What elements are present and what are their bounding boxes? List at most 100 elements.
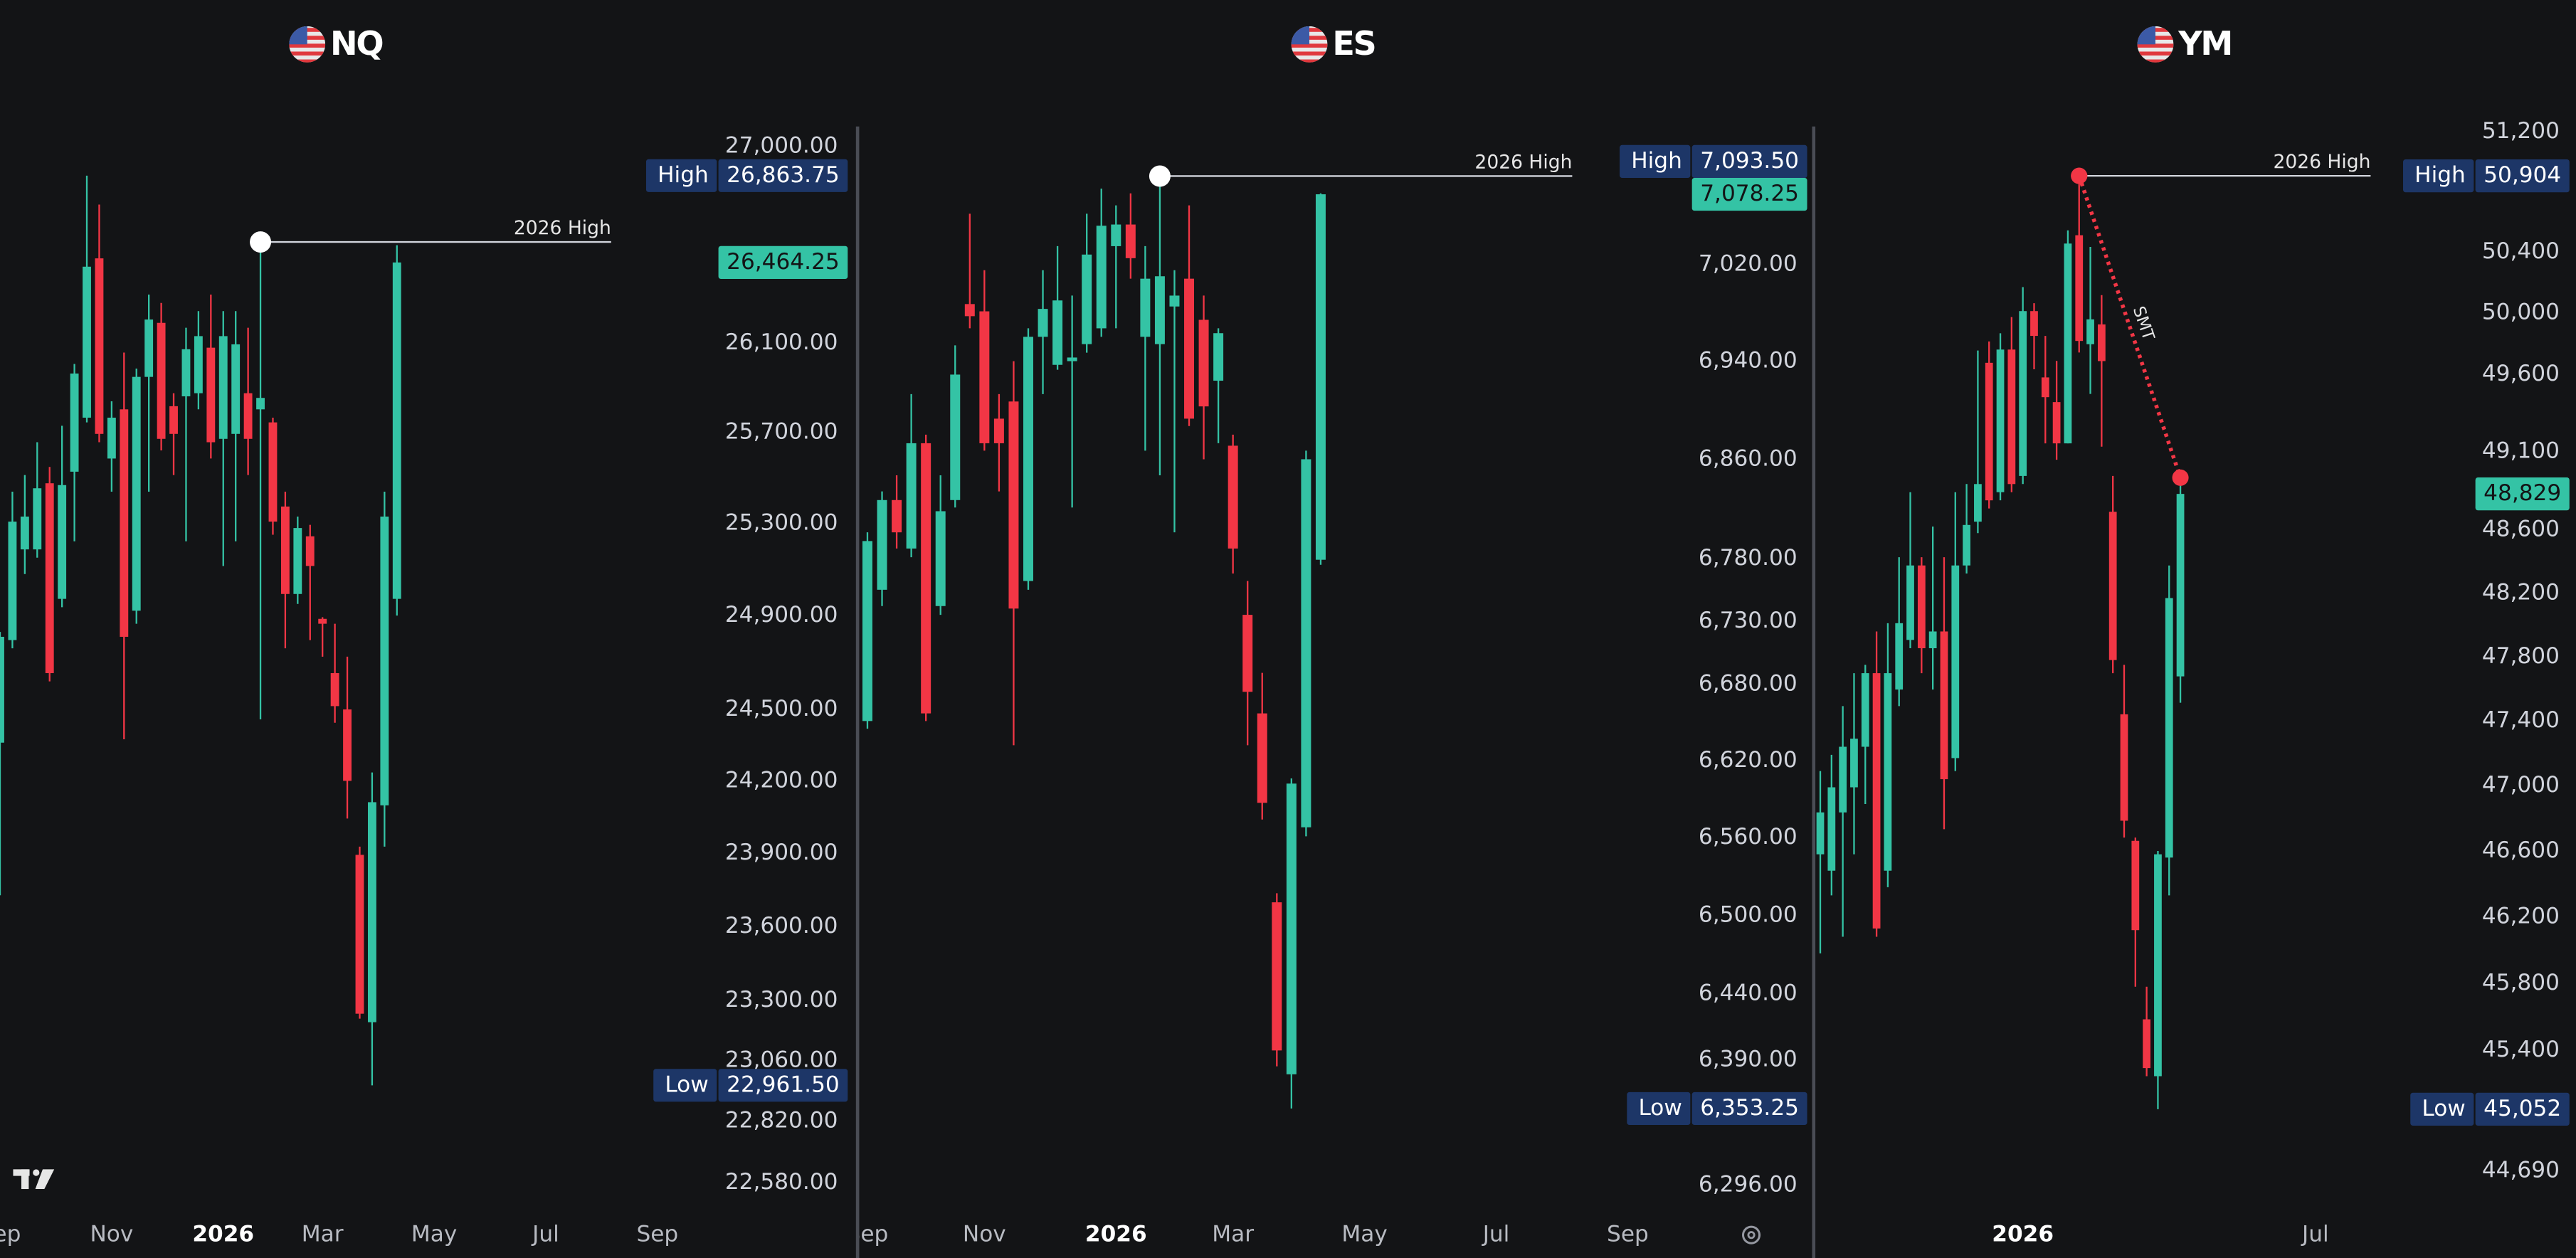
- candle-body: [877, 500, 887, 590]
- annotation-marker: [2172, 469, 2189, 486]
- y-tick-label: 23,060.00: [725, 1047, 838, 1072]
- candle-body: [1052, 300, 1063, 365]
- price-label-name-box: [2403, 159, 2474, 193]
- candle-body: [862, 541, 872, 722]
- candle-body: [1940, 631, 1948, 780]
- x-tick-label: Sep: [847, 1222, 889, 1247]
- x-tick-label: Mar: [1212, 1222, 1254, 1247]
- plot-area: Sep Nov 2026 Mar May Jul Sep 2026 High: [0, 175, 678, 1247]
- y-tick-label: 23,300.00: [725, 987, 838, 1013]
- candle-body: [1816, 812, 1825, 855]
- level-label: 2026 High: [1474, 152, 1572, 174]
- candle-body: [330, 673, 339, 707]
- candle-body: [2120, 714, 2128, 821]
- candle-body: [1067, 357, 1077, 361]
- x-tick-label: 2026: [192, 1222, 254, 1247]
- price-label-value: 48,829: [2483, 480, 2561, 506]
- chart-title: ES: [1332, 24, 1375, 63]
- candle-body: [1023, 337, 1033, 581]
- settings-icon[interactable]: [1742, 1225, 1761, 1244]
- annotation-marker: [2071, 167, 2088, 184]
- price-label-name: Low: [2422, 1096, 2465, 1121]
- price-label-name: High: [2414, 162, 2466, 188]
- candle-body: [0, 636, 4, 743]
- candle-body: [1184, 278, 1195, 419]
- x-tick-label: Mar: [302, 1222, 344, 1247]
- candle-body: [33, 488, 42, 550]
- y-tick-label: 6,620.00: [1699, 747, 1798, 773]
- candle-body: [1839, 746, 1847, 813]
- price-label-value: 6,353.25: [1700, 1095, 1799, 1121]
- candle-body: [2097, 324, 2106, 361]
- candle-body: [2064, 243, 2072, 444]
- candle-body: [2154, 854, 2162, 1077]
- price-label-name-box: [2410, 1092, 2474, 1126]
- x-tick-label: Nov: [90, 1222, 133, 1247]
- y-tick-label: 48,200: [2482, 579, 2560, 605]
- x-tick-label: 2026: [1085, 1222, 1147, 1247]
- tradingview-logo: [13, 1169, 55, 1190]
- candle-body: [1917, 565, 1926, 649]
- candle-body: [979, 311, 990, 443]
- y-tick-label: 50,000: [2482, 300, 2560, 325]
- x-tick-label: Jul: [1482, 1222, 1510, 1247]
- price-label-name-box: [645, 159, 717, 192]
- candle-body: [1974, 484, 1982, 522]
- candle-body: [1169, 295, 1180, 307]
- y-tick-label: 23,900.00: [725, 840, 838, 865]
- candle-body: [1154, 276, 1165, 344]
- y-tick-label: 49,100: [2482, 438, 2560, 464]
- candle-body: [906, 443, 917, 549]
- price-label-box: [2475, 159, 2570, 193]
- price-label-box: [1691, 1092, 1807, 1125]
- price-label-value: 45,052: [2483, 1096, 2561, 1121]
- candle-body: [1872, 673, 1881, 929]
- y-tick-label: 45,800: [2482, 970, 2560, 995]
- candle-body: [1884, 673, 1892, 871]
- price-label-name: Low: [665, 1072, 708, 1097]
- candle-body: [243, 393, 253, 439]
- y-tick-label: 24,900.00: [725, 602, 838, 628]
- candle-body: [1008, 401, 1019, 609]
- candle-body: [144, 319, 154, 377]
- y-tick-label: 6,390.00: [1699, 1046, 1798, 1072]
- price-label-name: High: [658, 162, 709, 188]
- price-label-value: 26,863.75: [727, 162, 840, 188]
- candle-body: [70, 373, 79, 472]
- candle-body: [2165, 598, 2173, 858]
- candle-body: [1315, 194, 1326, 560]
- candle-body: [120, 409, 129, 637]
- candle-body: [107, 417, 116, 459]
- candle-body: [2075, 235, 2084, 342]
- price-label-name-box: [1620, 144, 1691, 178]
- candle-body: [293, 528, 302, 594]
- y-tick-label: 47,400: [2482, 707, 2560, 733]
- candle-body: [1928, 631, 1937, 649]
- candle-body: [1242, 615, 1253, 692]
- candle-body: [993, 418, 1004, 443]
- y-tick-label: 48,600: [2482, 517, 2560, 542]
- y-tick-label: 25,700.00: [725, 419, 838, 445]
- candle-body: [83, 266, 91, 418]
- candle-body: [1096, 226, 1107, 329]
- candle-body: [935, 511, 946, 606]
- candle-body: [1850, 739, 1858, 788]
- candle-body: [181, 349, 191, 397]
- y-tick-label: 26,100.00: [725, 329, 838, 355]
- y-tick-label: 24,200.00: [725, 767, 838, 793]
- candle-body: [169, 406, 178, 434]
- y-tick-label: 47,800: [2482, 643, 2560, 669]
- candle-body: [268, 422, 278, 522]
- candle-body: [58, 485, 67, 599]
- candle-body: [1272, 902, 1282, 1051]
- x-tick-label: May: [411, 1222, 457, 1247]
- candle-body: [206, 347, 216, 443]
- candle-body: [1985, 362, 1993, 501]
- candle-body: [1963, 524, 1970, 566]
- x-tick-label: Nov: [963, 1222, 1006, 1247]
- candle-body: [1213, 333, 1224, 381]
- candle-body: [1286, 783, 1297, 1074]
- y-tick-label: 6,940.00: [1699, 348, 1798, 374]
